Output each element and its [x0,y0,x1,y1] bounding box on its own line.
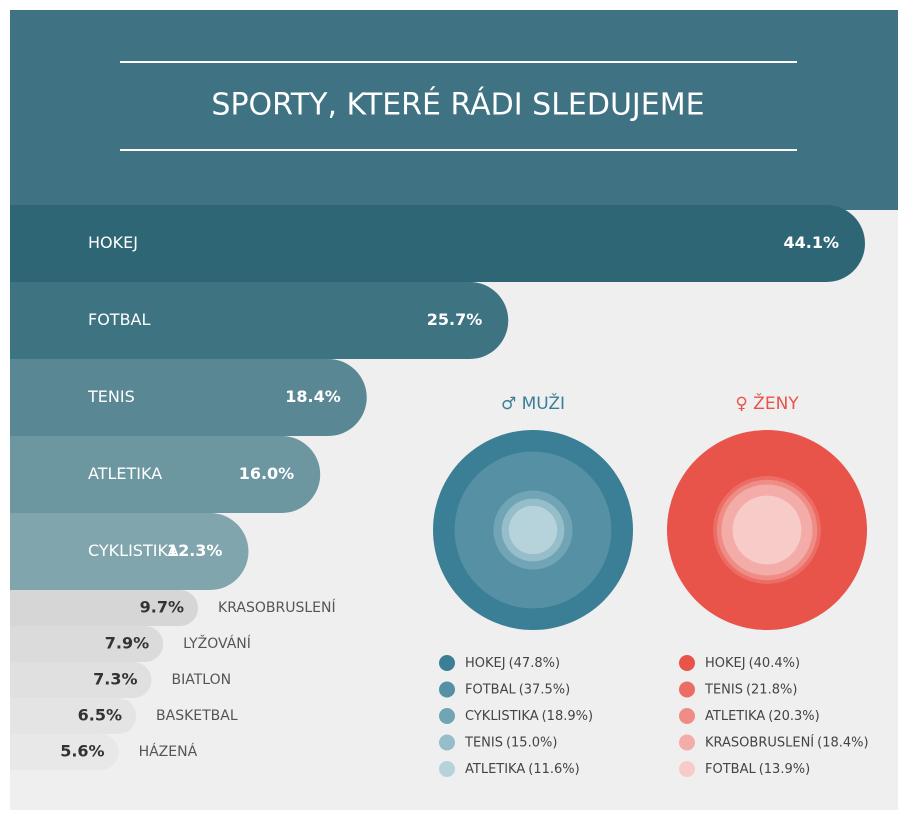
value-label: 7.3% [93,670,137,689]
legend-label: TENIS(21.8%) [704,682,797,697]
bar-label: ATLETIKA [88,464,162,483]
circle-ring [509,506,558,555]
legend-name: FOTBAL [465,682,516,697]
legend-name: ATLETIKA [465,762,525,777]
legend-value: (15.0%) [506,735,557,750]
legend-name: KRASOBRUSLENÍ [705,734,814,750]
legend-label: HOKEJ(47.8%) [465,656,560,671]
legend-label: HOKEJ(40.4%) [705,656,800,671]
value-label: 25.7% [427,310,483,329]
legend-value: (11.6%) [528,762,579,777]
legend-name: TENIS [464,735,503,750]
bar-label: BASKETBAL [156,708,238,724]
legend-swatch [439,761,455,777]
legend-swatch [439,708,455,724]
legend-swatch [679,735,695,751]
bar-label: HOKEJ [88,233,138,252]
bar-label: CYKLISTIKA [88,541,179,560]
value-label: 9.7% [140,598,184,617]
legend-swatch [679,708,695,724]
value-label: 5.6% [60,742,104,761]
circle-title: ♂ MUŽI [501,392,565,414]
legend-name: CYKLISTIKA [465,709,539,724]
value-label: 7.9% [105,634,149,653]
legend-name: ATLETIKA [705,709,765,724]
bar-label: BIATLON [172,672,232,688]
legend-value: (47.8%) [509,656,560,671]
legend-value: (37.5%) [519,682,570,697]
legend-label: ATLETIKA(20.3%) [705,709,820,724]
legend-value: (20.3%) [768,709,819,724]
bar-label: HÁZENÁ [139,743,198,760]
legend-swatch [679,682,695,698]
legend-value: (40.4%) [749,656,800,671]
legend-name: HOKEJ [705,656,746,671]
bar-label: KRASOBRUSLENÍ [218,599,336,616]
infographic: SPORTY, KTERÉ RÁDI SLEDUJEME HOKEJ 44.1% F… [0,0,898,810]
legend-swatch [439,682,455,698]
legend-swatch [439,655,455,671]
legend-value: (18.9%) [542,709,593,724]
circle-title: ♀ ŽENY [735,392,799,414]
legend-name: FOTBAL [705,762,756,777]
legend-name: HOKEJ [465,656,506,671]
circle-ring [733,496,802,565]
legend-value: (21.8%) [746,682,797,697]
legend-label: CYKLISTIKA(18.9%) [465,709,593,724]
bar-label: LYŽOVÁNÍ [183,634,251,652]
chart-title: SPORTY, KTERÉ RÁDI SLEDUJEME [211,87,704,123]
bar [10,205,865,282]
legend-value: (18.4%) [817,735,868,750]
bar-label: TENIS [87,387,135,406]
legend-label: TENIS(15.0%) [464,735,557,750]
value-label: 16.0% [239,464,295,483]
legend-name: TENIS [704,682,743,697]
legend-swatch [439,735,455,751]
bar-label: FOTBAL [88,310,150,329]
legend-value: (13.9%) [759,762,810,777]
value-label: 12.3% [167,541,223,560]
value-label: 6.5% [78,706,122,725]
value-label: 18.4% [285,387,341,406]
page: SPORTY, KTERÉ RÁDI SLEDUJEME HOKEJ 44.1% F… [0,0,898,814]
legend-label: ATLETIKA(11.6%) [465,762,580,777]
legend-swatch [679,761,695,777]
value-label: 44.1% [783,233,839,252]
legend-swatch [679,655,695,671]
legend-label: KRASOBRUSLENÍ(18.4%) [705,734,869,750]
